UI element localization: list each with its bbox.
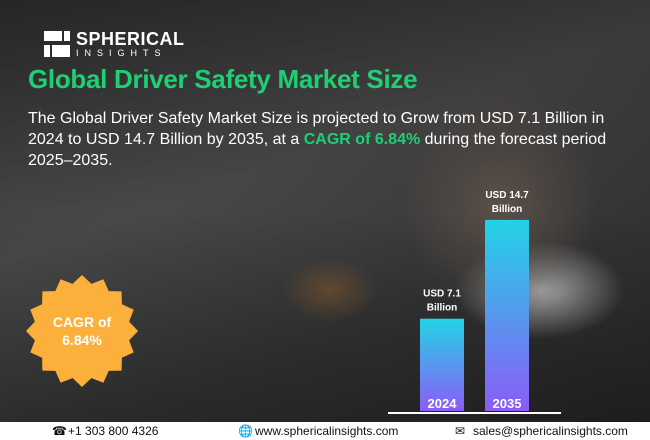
category-label: 2024 xyxy=(428,396,458,411)
bar-2035 xyxy=(485,219,529,411)
footer-website[interactable]: www.sphericalinsights.com xyxy=(255,424,399,438)
globe-icon: 🌐 xyxy=(238,424,253,438)
data-label: USD 7.1 xyxy=(423,289,461,300)
starburst-icon xyxy=(26,275,138,387)
badge-line1: CAGR of xyxy=(52,314,112,330)
footer: ☎ +1 303 800 4326 🌐 www.sphericalinsight… xyxy=(0,422,650,440)
category-label: 2035 xyxy=(493,396,522,411)
bar-chart: 2024 USD 7.1 Billion 2035 USD 14.7 Billion xyxy=(420,190,529,411)
brand-sub: INSIGHTS xyxy=(76,48,167,58)
cagr-badge: CAGR of 6.84% xyxy=(26,275,138,387)
cagr-highlight: CAGR of 6.84% xyxy=(303,131,421,148)
data-label: USD 14.7 xyxy=(485,190,529,201)
bar-2024 xyxy=(420,318,464,411)
badge-line2: 6.84% xyxy=(62,332,102,348)
footer-email[interactable]: sales@sphericalinsights.com xyxy=(473,424,628,438)
brand-logo: SPHERICAL INSIGHTS xyxy=(44,30,185,58)
brand-name: SPHERICAL xyxy=(76,29,185,49)
description-text-end: during the forecast period 2025–2035. xyxy=(28,131,607,169)
data-label: Billion xyxy=(492,204,523,215)
mail-icon: ✉ xyxy=(455,424,466,438)
logo-icon xyxy=(44,31,70,57)
description: The Global Driver Safety Market Size is … xyxy=(28,108,628,171)
footer-phone[interactable]: +1 303 800 4326 xyxy=(68,424,159,438)
data-label: Billion xyxy=(427,303,458,314)
page-title: Global Driver Safety Market Size xyxy=(28,64,418,94)
phone-icon: ☎ xyxy=(52,424,67,438)
description-text: The Global Driver Safety Market Size is … xyxy=(28,110,605,148)
